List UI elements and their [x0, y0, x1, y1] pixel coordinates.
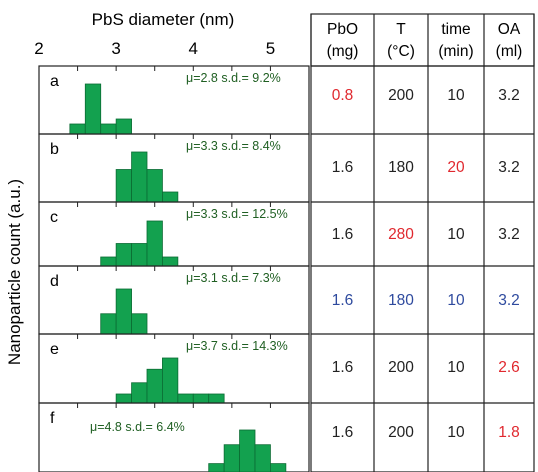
table-cell: 1.6 [332, 159, 354, 176]
histogram-panel-a: a μ=2.8 s.d.= 9.2% [38, 65, 310, 135]
distribution-stat: μ=2.8 s.d.= 9.2% [186, 71, 281, 85]
histogram-bar [115, 288, 132, 335]
histogram-bar [208, 393, 225, 404]
histogram-bar [115, 243, 132, 267]
table-cell: 1.6 [332, 424, 354, 441]
table-cell: 20 [447, 159, 465, 176]
histogram-bar [146, 220, 163, 267]
histogram-bar [100, 256, 117, 267]
panel-label: b [50, 141, 59, 158]
distribution-stat: μ=3.7 s.d.= 14.3% [186, 339, 288, 353]
histogram-bar [177, 393, 194, 404]
table-cell: 180 [388, 159, 414, 176]
histogram-panel-d: d μ=3.1 s.d.= 7.3% [38, 265, 310, 335]
histogram-bar [69, 123, 86, 135]
x-tick-labels: 2 3 4 5 [34, 39, 275, 58]
histogram-bar [115, 118, 132, 135]
table-cell: 2.6 [498, 359, 520, 376]
distribution-stat: μ=3.1 s.d.= 7.3% [186, 271, 281, 285]
histogram-panels: a μ=2.8 s.d.= 9.2% b μ=3.3 s.d.= 8.4% c μ=3.3… [38, 65, 310, 472]
panel-label: e [50, 341, 59, 358]
table-cell: 10 [447, 87, 465, 104]
histogram-bar [146, 169, 163, 203]
histogram-bar [208, 463, 225, 472]
histogram-bar [162, 256, 179, 267]
table-cell: 200 [388, 424, 414, 441]
table-cell: 3.2 [498, 159, 520, 176]
table-cell: 10 [447, 359, 465, 376]
histogram-bar [100, 123, 117, 135]
x-axis-title: PbS diameter (nm) [92, 10, 235, 29]
histogram-bar [115, 393, 132, 404]
histogram-bar [162, 191, 179, 203]
panel-label: a [50, 73, 59, 90]
histogram-bar [100, 313, 117, 335]
x-tick-label: 5 [266, 39, 275, 58]
histogram-panel-b: b μ=3.3 s.d.= 8.4% [38, 133, 310, 203]
histogram-panel-f: f μ=4.8 s.d.= 6.4% [38, 402, 310, 472]
table-cell: 180 [388, 292, 414, 309]
table-header-name: T [396, 21, 406, 38]
histogram-bar [192, 393, 210, 404]
table-cell: 3.2 [498, 87, 520, 104]
histogram-bar [131, 382, 148, 404]
histogram-panel-e: e μ=3.7 s.d.= 14.3% [38, 333, 310, 404]
synthesis-table: PbO (mg) T (°C) time (min) OA (ml) 0.8 200 10 3.2 1.… [310, 13, 535, 472]
table-header-unit: (ml) [496, 43, 523, 60]
table-cell: 10 [447, 292, 465, 309]
table-cell: 3.2 [498, 292, 520, 309]
panel-label: c [50, 209, 58, 226]
histogram-bar [254, 444, 271, 472]
histogram-bar [162, 357, 179, 404]
table-cell: 1.6 [332, 226, 354, 243]
table-header-unit: (mg) [327, 43, 359, 60]
table-header-name: time [441, 21, 470, 38]
table-cell: 10 [447, 226, 465, 243]
y-axis-title: Nanoparticle count (a.u.) [5, 179, 24, 365]
x-tick-label: 4 [189, 39, 198, 58]
table-cell: 1.6 [332, 292, 354, 309]
distribution-stat: μ=4.8 s.d.= 6.4% [90, 420, 185, 434]
table-header-name: PbO [327, 21, 358, 38]
histogram-bar [115, 169, 132, 203]
x-tick-label: 2 [34, 39, 43, 58]
table-header-name: OA [498, 21, 521, 38]
table-cell: 280 [388, 226, 414, 243]
histogram-bar [239, 429, 256, 472]
table-cell: 200 [388, 87, 414, 104]
table-cell: 1.8 [498, 424, 520, 441]
histogram-bar [223, 444, 240, 472]
table-cell: 1.6 [332, 359, 354, 376]
histogram-bar [146, 368, 163, 404]
table-header-unit: (min) [438, 43, 473, 60]
panel-frame [38, 402, 310, 472]
x-tick-label: 3 [111, 39, 120, 58]
histogram-bar [131, 151, 148, 203]
distribution-stat: μ=3.3 s.d.= 12.5% [186, 207, 288, 221]
histogram-bar [84, 83, 102, 135]
table-header-unit: (°C) [387, 43, 415, 60]
table-cell: 200 [388, 359, 414, 376]
histogram-panel-c: c μ=3.3 s.d.= 12.5% [38, 201, 310, 267]
distribution-stat: μ=3.3 s.d.= 8.4% [186, 139, 281, 153]
table-cell: 3.2 [498, 226, 520, 243]
table-cell: 0.8 [332, 87, 354, 104]
histogram-bar [131, 313, 148, 335]
panel-label: d [50, 273, 59, 290]
histogram-bar [270, 463, 287, 472]
table-cell: 10 [447, 424, 465, 441]
histogram-bar [131, 243, 148, 267]
panel-label: f [50, 410, 55, 427]
